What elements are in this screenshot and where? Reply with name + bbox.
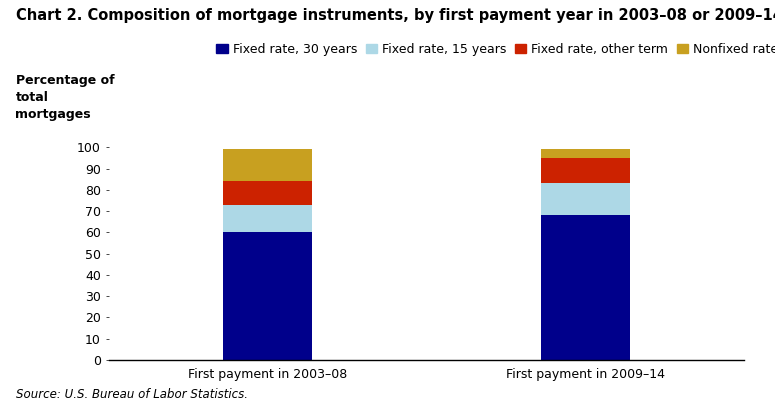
Bar: [223, 149, 312, 181]
Legend: Fixed rate, 30 years, Fixed rate, 15 years, Fixed rate, other term, Nonfixed rat: Fixed rate, 30 years, Fixed rate, 15 yea…: [216, 43, 775, 56]
Bar: [541, 149, 629, 158]
Text: Percentage of
total
mortgages: Percentage of total mortgages: [16, 74, 114, 121]
Bar: [223, 204, 312, 232]
Bar: [541, 158, 629, 183]
Bar: [223, 181, 312, 204]
Text: Source: U.S. Bureau of Labor Statistics.: Source: U.S. Bureau of Labor Statistics.: [16, 388, 247, 401]
Bar: [541, 215, 629, 360]
Text: Chart 2. Composition of mortgage instruments, by first payment year in 2003–08 o: Chart 2. Composition of mortgage instrum…: [16, 8, 775, 23]
Bar: [223, 232, 312, 360]
Bar: [541, 183, 629, 215]
